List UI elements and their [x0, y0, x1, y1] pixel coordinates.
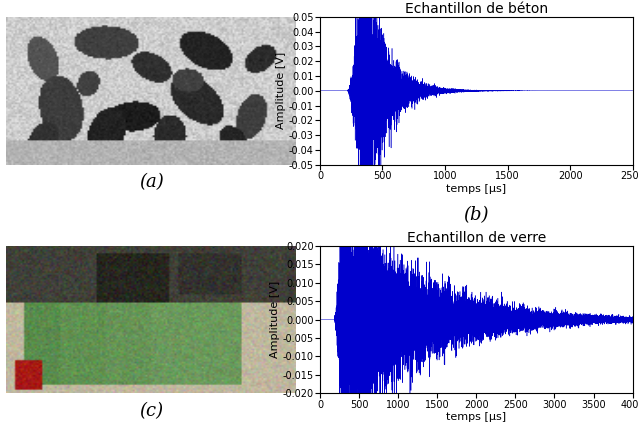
Text: (c): (c) — [139, 402, 163, 420]
Text: (b): (b) — [463, 206, 489, 224]
X-axis label: temps [µs]: temps [µs] — [446, 412, 506, 423]
Y-axis label: Amplitude [V]: Amplitude [V] — [270, 281, 280, 358]
Y-axis label: Amplitude [V]: Amplitude [V] — [276, 52, 286, 129]
Title: Echantillon de béton: Echantillon de béton — [404, 2, 548, 16]
X-axis label: temps [µs]: temps [µs] — [446, 184, 506, 194]
Text: (a): (a) — [139, 173, 164, 192]
Title: Echantillon de verre: Echantillon de verre — [406, 231, 546, 244]
